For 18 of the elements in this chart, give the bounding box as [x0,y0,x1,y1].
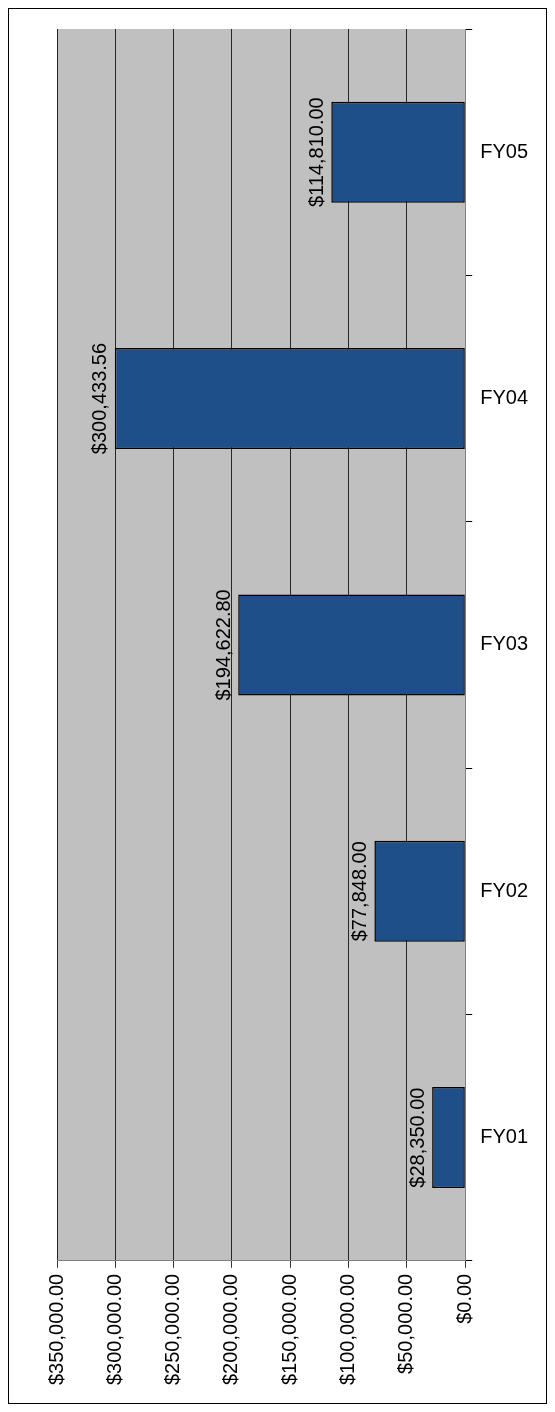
x-tick-label: $100,000.00 [336,1273,359,1386]
data-label: $28,350.00 [405,1087,428,1188]
data-label: $114,810.00 [304,97,327,208]
x-tick-label: $50,000.00 [394,1273,417,1374]
y-tick-label: FY04 [480,386,529,409]
y-tick-label: FY01 [480,1125,529,1148]
x-tick-label: $200,000.00 [219,1273,242,1386]
x-tick-label: $150,000.00 [277,1273,300,1386]
x-tick-label: $350,000.00 [44,1273,67,1386]
x-tick-label: $0.00 [452,1273,475,1324]
y-tick-label: FY05 [480,139,529,162]
x-tick-label: $250,000.00 [161,1273,184,1386]
data-label: $300,433.56 [88,342,111,455]
x-tick-label: $300,000.00 [102,1273,125,1386]
y-tick-label: FY03 [480,632,529,655]
data-label: $194,622.80 [211,589,234,701]
y-tick-label: FY02 [480,878,529,901]
data-label: $77,848.00 [347,841,370,942]
